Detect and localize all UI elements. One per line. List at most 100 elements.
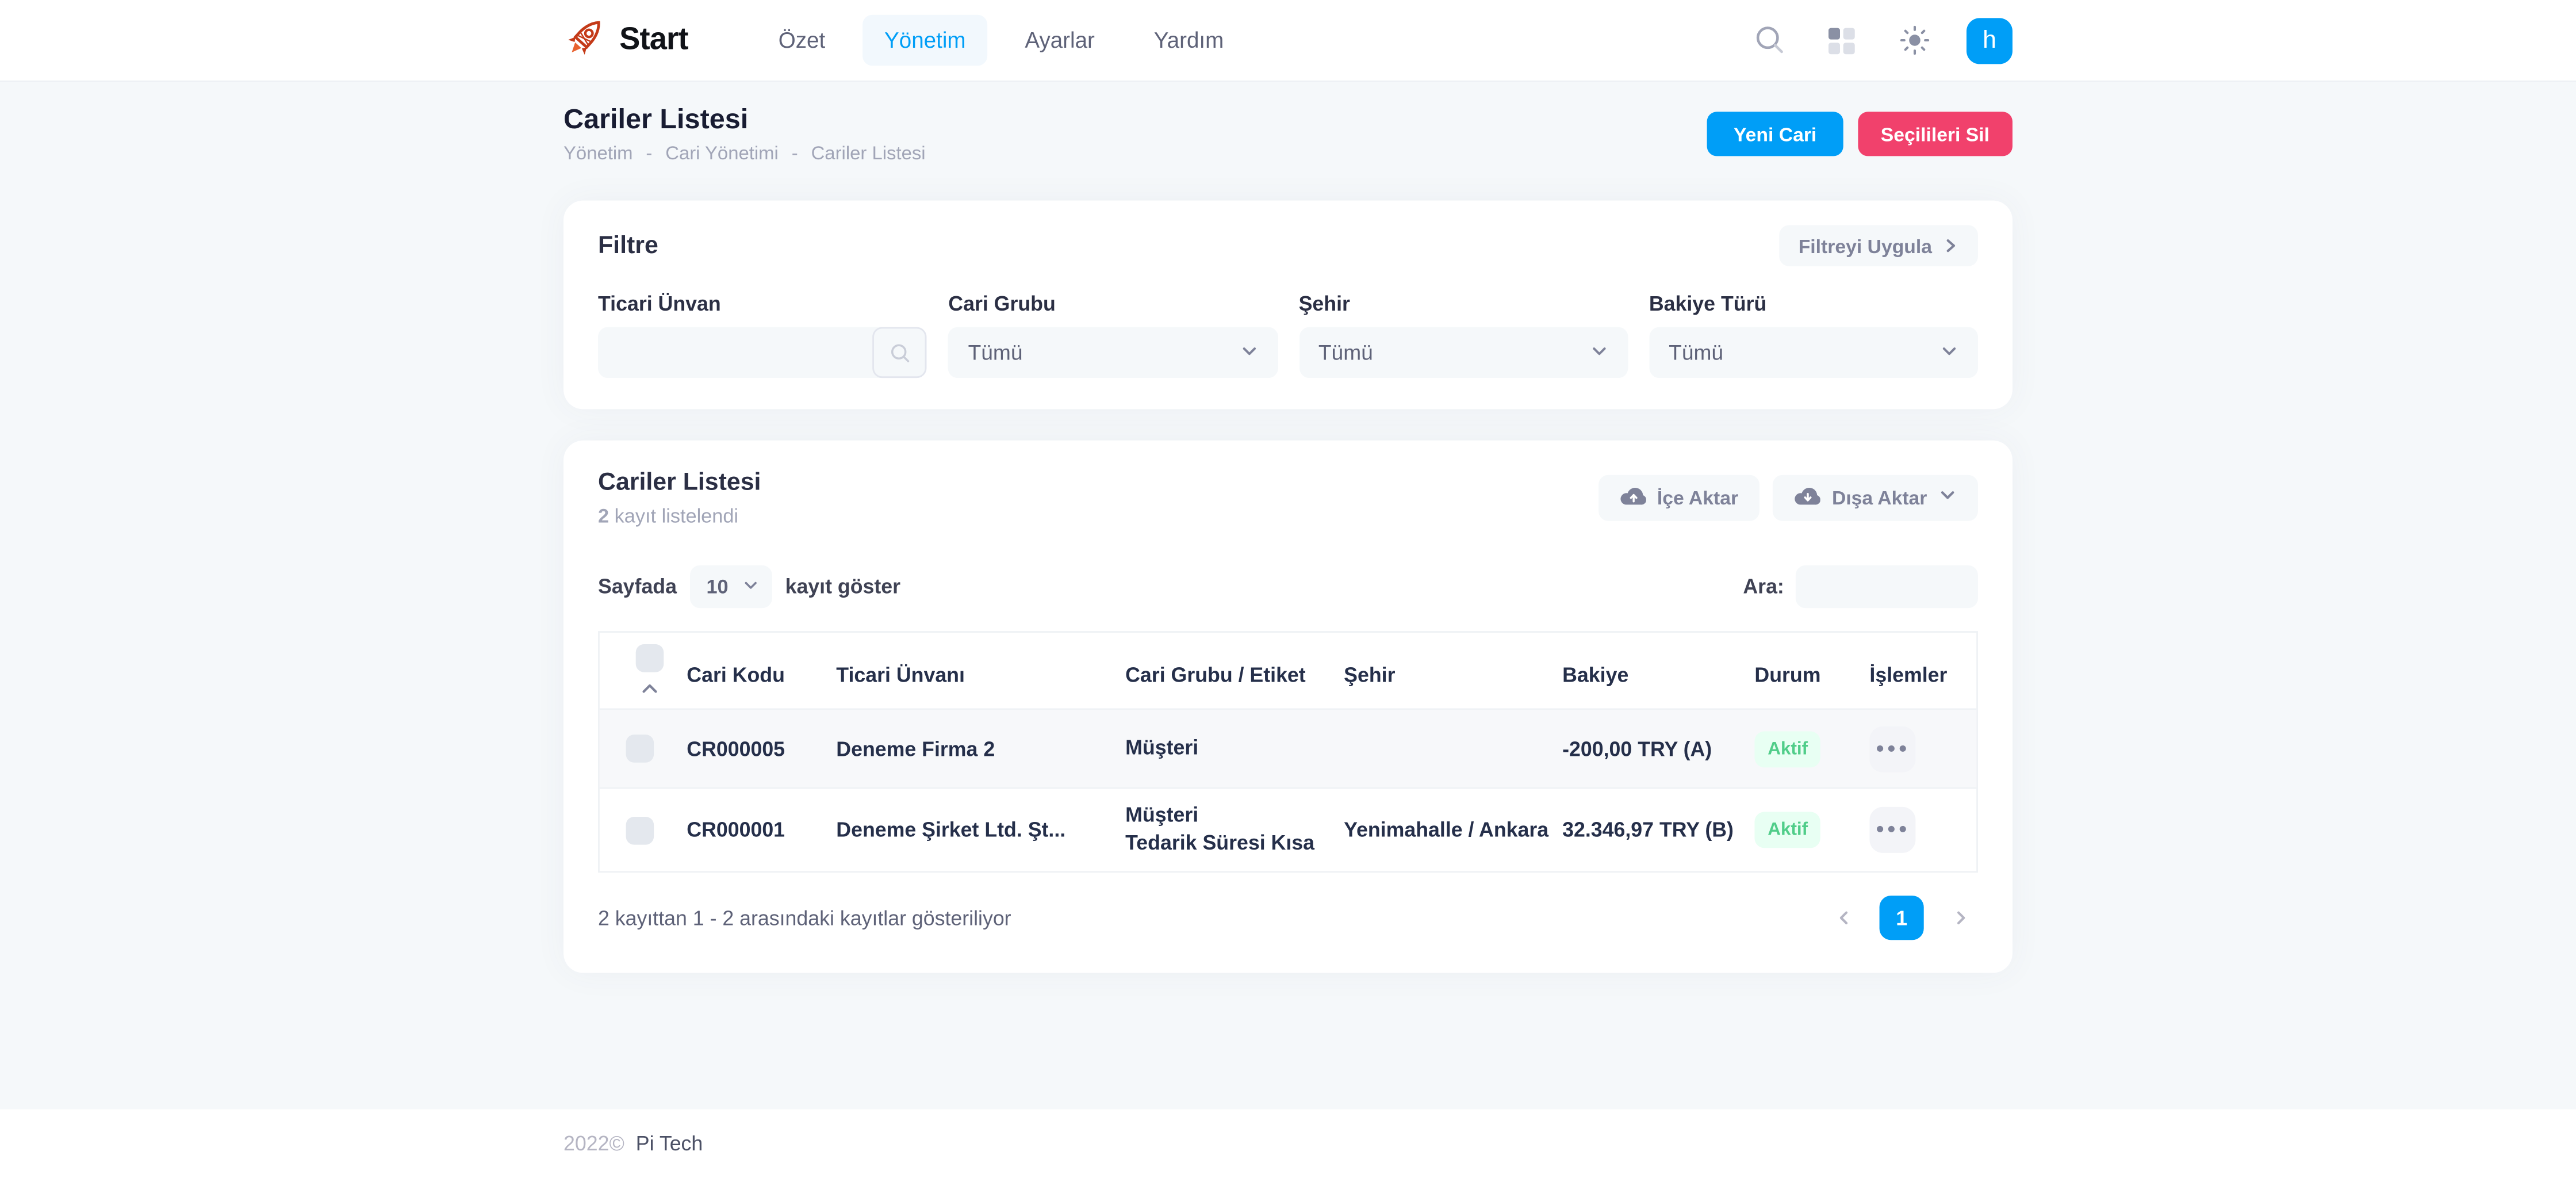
status-badge: Aktif [1754,730,1822,767]
ticari-unvan-input[interactable] [598,327,927,378]
cell-ticari-unvani: Deneme Şirket Ltd. Şt... [836,818,1066,842]
delete-selected-button[interactable]: Seçilileri Sil [1857,112,2012,156]
filter-title: Filtre [598,231,658,260]
bakiye-turu-select[interactable]: Tümü [1649,327,1978,378]
field-label: Ticari Ünvan [598,292,721,316]
list-title: Cariler Listesi [598,468,761,496]
new-cari-button[interactable]: Yeni Cari [1707,112,1843,156]
column-header-ticari-unvani[interactable]: Ticari Ünvanı [836,664,965,687]
chevron-down-icon [1940,338,1958,367]
field-search-button[interactable] [872,327,927,378]
breadcrumb-item: Cariler Listesi [811,144,926,165]
breadcrumb: Yönetim - Cari Yönetimi - Cariler Listes… [564,144,926,164]
column-header-cari-grubu[interactable]: Cari Grubu / Etiket [1125,664,1306,687]
cloud-download-icon [1794,485,1821,511]
record-count: 2 [598,504,610,528]
import-button[interactable]: İçe Aktar [1598,475,1760,521]
table-search-input[interactable] [1795,565,1978,609]
column-header-bakiye[interactable]: Bakiye [1562,664,1629,687]
filter-card: Filtre Filtreyi Uygula Ticari Ünvan [564,200,2012,410]
filter-field-ticari-unvan: Ticari Ünvan [598,293,927,378]
cell-ticari-unvani: Deneme Firma 2 [836,737,995,760]
apply-filter-button[interactable]: Filtreyi Uygula [1778,225,1978,266]
field-label: Cari Grubu [948,292,1056,316]
table-row: CR000005 Deneme Firma 2 Müşteri -200,00 … [599,710,1977,787]
cloud-upload-icon [1619,485,1646,511]
brand-link[interactable]: Start [564,14,688,66]
prev-page-button[interactable] [1825,900,1861,936]
page-toolbar: Cariler Listesi Yönetim - Cari Yönetimi … [564,81,2012,165]
filter-field-sehir: Şehir Tümü [1298,292,1628,378]
page-size-suffix: kayıt göster [785,575,901,598]
nav-item-ozet[interactable]: Özet [778,28,826,53]
column-header-cari-kodu[interactable]: Cari Kodu [687,664,785,687]
nav-item-yardim[interactable]: Yardım [1153,28,1224,53]
page-footer: 2022© Pi Tech [0,1109,2576,1178]
column-header-islemler: İşlemler [1869,664,1948,687]
cell-bakiye: -200,00 TRY (A) [1562,737,1712,760]
cell-cari-grubu: Müşteri [1125,736,1199,759]
cell-islemler: ●●● [1857,713,1977,785]
table-header-row: Cari Kodu Ticari Ünvanı Cari Grubu / Eti… [599,633,1977,710]
breadcrumb-item[interactable]: Yönetim [564,144,633,165]
cell-bakiye: 32.346,97 TRY (B) [1562,818,1734,842]
sehir-select[interactable]: Tümü [1298,327,1628,378]
row-checkbox[interactable] [626,735,654,763]
cell-sehir [1331,736,1549,762]
cariler-list-card: Cariler Listesi 2 kayıt listelendi [564,440,2012,973]
cariler-table: Cari Kodu Ticari Ünvanı Cari Grubu / Eti… [598,631,1978,873]
cell-islemler: ●●● [1857,794,1977,866]
company-name[interactable]: Pi Tech [635,1132,703,1156]
copyright-year: 2022© [564,1132,624,1156]
list-subtitle: 2 kayıt listelendi [598,504,739,528]
sort-ascending-icon[interactable] [641,677,658,700]
column-header-sehir[interactable]: Şehir [1344,664,1396,687]
page-1-button[interactable]: 1 [1879,896,1924,940]
row-actions-button[interactable]: ●●● [1869,725,1916,772]
table-search-label: Ara: [1743,575,1784,598]
nav-item-yonetim[interactable]: Yönetim [862,14,987,66]
pagination-summary: 2 kayıttan 1 - 2 arasındaki kayıtlar gös… [598,906,1011,930]
row-actions-button[interactable]: ●●● [1869,806,1916,853]
pagination: 1 [1825,896,1978,940]
page-size-select[interactable]: 10 [689,565,772,609]
select-all-checkbox[interactable] [635,644,664,672]
chevron-right-icon [1943,234,1958,257]
cell-cari-kodu: CR000001 [687,818,785,842]
cell-durum: Aktif [1742,799,1857,862]
top-header: Start Özet Yönetim Ayarlar Yardım [0,0,2576,81]
rocket-logo-icon [564,14,608,66]
breadcrumb-separator: - [646,144,653,165]
cari-grubu-select[interactable]: Tümü [948,327,1278,378]
brand-name: Start [619,22,688,57]
field-label: Şehir [1298,292,1350,316]
apply-filter-label: Filtreyi Uygula [1798,234,1932,258]
status-badge: Aktif [1754,812,1822,848]
user-avatar[interactable]: h [1966,17,2012,63]
column-header-durum[interactable]: Durum [1754,664,1821,687]
cell-cari-grubu: Müşteri Tedarik Süresi Kısa [1125,804,1315,855]
chevron-down-icon [1590,338,1608,367]
cell-durum: Aktif [1742,717,1857,780]
export-label: Dışa Aktar [1831,486,1927,510]
cell-sehir: Yenimahalle / Ankara [1344,818,1549,842]
chevron-down-icon [1938,487,1956,510]
import-label: İçe Aktar [1657,486,1739,510]
theme-sun-icon[interactable] [1894,21,1934,60]
nav-item-ayarlar[interactable]: Ayarlar [1025,28,1095,53]
select-value: Tümü [1669,340,1724,365]
chevron-down-icon [1240,338,1258,367]
page-title: Cariler Listesi [564,104,749,135]
apps-grid-icon[interactable] [1822,21,1862,60]
search-icon[interactable] [1750,21,1789,60]
cell-cari-kodu: CR000005 [687,737,785,760]
select-value: Tümü [968,340,1023,365]
chevron-down-icon [742,575,759,598]
page-size-prefix: Sayfada [598,575,677,598]
table-row: CR000001 Deneme Şirket Ltd. Şt... Müşter… [599,787,1977,871]
next-page-button[interactable] [1942,900,1978,936]
breadcrumb-item[interactable]: Cari Yönetimi [665,144,779,165]
export-button[interactable]: Dışa Aktar [1773,475,1978,521]
row-checkbox[interactable] [626,816,654,844]
